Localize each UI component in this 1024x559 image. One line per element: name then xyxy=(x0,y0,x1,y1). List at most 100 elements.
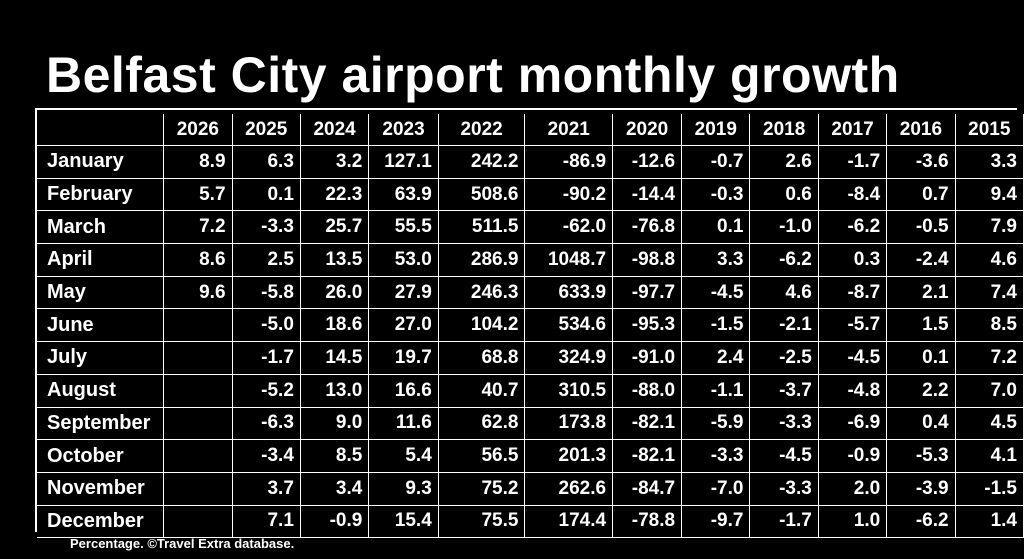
table-cell: -12.6 xyxy=(612,145,683,179)
table-cell: -86.9 xyxy=(524,145,614,179)
column-header-2023: 2023 xyxy=(368,114,439,146)
table-cell: 9.3 xyxy=(368,472,439,506)
table-cell: 3.2 xyxy=(300,145,370,179)
table-cell: -4.8 xyxy=(818,374,888,408)
table-cell: -90.2 xyxy=(524,178,614,212)
table-cell xyxy=(163,407,233,441)
column-header-2015: 2015 xyxy=(955,114,1024,146)
page-title: Belfast City airport monthly growth xyxy=(46,47,900,103)
table-cell: -0.9 xyxy=(818,439,888,473)
table-cell: -76.8 xyxy=(612,210,683,245)
table-cell: 1048.7 xyxy=(524,243,614,277)
table-cell: 27.0 xyxy=(368,308,439,343)
table-cell: 0.1 xyxy=(886,341,956,375)
column-header-2026: 2026 xyxy=(163,114,233,146)
table-cell: 1.0 xyxy=(818,505,888,539)
table-cell: 0.3 xyxy=(818,243,888,277)
table-cell: 19.7 xyxy=(368,341,439,375)
table-cell: 5.4 xyxy=(368,439,439,473)
table-cell: -3.3 xyxy=(232,210,301,245)
table-cell: 4.5 xyxy=(955,407,1024,441)
table-cell: -1.0 xyxy=(749,210,819,245)
table-cell: -1.5 xyxy=(681,308,751,343)
table-cell: -3.9 xyxy=(886,472,956,506)
column-header-2020: 2020 xyxy=(612,114,683,146)
table-row: April 8.6 2.5 13.5 53.0 286.9 1048.7 -98.8 3.3 -6… xyxy=(37,243,1024,277)
table-cell: 0.1 xyxy=(232,178,301,212)
table-cell: -8.7 xyxy=(818,276,888,310)
table-cell: 2.4 xyxy=(681,341,751,375)
table-cell: -82.1 xyxy=(612,439,683,473)
table-cell: 8.5 xyxy=(300,439,370,473)
table-row: March 7.2 -3.3 25.7 55.5 511.5 -62.0 -76.8 0.1 -1… xyxy=(37,210,1024,245)
table-cell: 68.8 xyxy=(438,341,526,375)
row-label: February xyxy=(37,178,165,212)
table-row: December 7.1 -0.9 15.4 75.5 174.4 -78.8 -9.7 -1.… xyxy=(37,505,1024,539)
table-cell: -9.7 xyxy=(681,505,751,539)
table-cell: 633.9 xyxy=(524,276,614,310)
table-body: January 8.9 6.3 3.2 127.1 242.2 -86.9 -12.6 -0.7… xyxy=(37,145,1024,539)
table-cell: 127.1 xyxy=(368,145,439,179)
table-cell: -6.9 xyxy=(818,407,888,441)
column-header-2021: 2021 xyxy=(524,114,614,146)
table-cell: -14.4 xyxy=(612,178,683,212)
table-cell: 3.4 xyxy=(300,472,370,506)
table-cell: 2.1 xyxy=(886,276,956,310)
row-label: January xyxy=(37,145,165,179)
table-cell: 16.6 xyxy=(368,374,439,408)
table-cell xyxy=(163,472,233,506)
table-row: February 5.7 0.1 22.3 63.9 508.6 -90.2 -14.4 -0.… xyxy=(37,178,1024,212)
table-cell xyxy=(163,341,233,375)
table-cell: -6.3 xyxy=(232,407,301,441)
table-cell: -6.2 xyxy=(886,505,956,539)
table-cell: -2.5 xyxy=(749,341,819,375)
table-cell: 0.4 xyxy=(886,407,956,441)
table-cell: 63.9 xyxy=(368,178,439,212)
table-cell: 18.6 xyxy=(300,308,370,343)
table-cell: 7.1 xyxy=(232,505,301,539)
table-cell: 75.5 xyxy=(438,505,526,539)
column-header-2022: 2022 xyxy=(438,114,526,146)
table-cell: 27.9 xyxy=(368,276,439,310)
table-cell: -5.2 xyxy=(232,374,301,408)
table-cell: -82.1 xyxy=(612,407,683,441)
table-cell: 2.0 xyxy=(818,472,888,506)
table-row: June -5.0 18.6 27.0 104.2 534.6 -95.3 -1.5 -2.1-… xyxy=(37,308,1024,343)
table-cell: 62.8 xyxy=(438,407,526,441)
table-cell: 14.5 xyxy=(300,341,370,375)
table-cell: 174.4 xyxy=(524,505,614,539)
table-cell: -3.7 xyxy=(749,374,819,408)
table-cell: -3.3 xyxy=(681,439,751,473)
row-label: December xyxy=(37,505,165,539)
table-cell: -2.1 xyxy=(749,308,819,343)
table-cell xyxy=(163,439,233,473)
table-cell: 3.3 xyxy=(681,243,751,277)
table-cell: -1.5 xyxy=(955,472,1024,506)
table-cell: -3.6 xyxy=(886,145,956,179)
table-cell: -4.5 xyxy=(818,341,888,375)
table-cell: 75.2 xyxy=(438,472,526,506)
table-cell: 0.1 xyxy=(681,210,751,245)
table-row: July -1.7 14.5 19.7 68.8 324.9 -91.0 2.4 -2.5 -4.… xyxy=(37,341,1024,375)
table-cell: 534.6 xyxy=(524,308,614,343)
table-cell: 7.4 xyxy=(955,276,1024,310)
table-cell xyxy=(163,308,233,343)
table-cell: -4.5 xyxy=(749,439,819,473)
table-cell: 3.3 xyxy=(955,145,1024,179)
column-header-2024: 2024 xyxy=(300,114,370,146)
table-cell xyxy=(163,374,233,408)
table-cell: -5.0 xyxy=(232,308,301,343)
table-cell: -5.8 xyxy=(232,276,301,310)
row-label: April xyxy=(37,243,165,277)
table-cell: 511.5 xyxy=(438,210,526,245)
table-cell: 246.3 xyxy=(438,276,526,310)
table-cell: 4.6 xyxy=(749,276,819,310)
table-cell: 22.3 xyxy=(300,178,370,212)
table-cell: -97.7 xyxy=(612,276,683,310)
table-cell: -62.0 xyxy=(524,210,614,245)
table-cell: -7.0 xyxy=(681,472,751,506)
table-cell: 25.7 xyxy=(300,210,370,245)
table-cell: 324.9 xyxy=(524,341,614,375)
table-cell: 201.3 xyxy=(524,439,614,473)
table-row: October -3.4 8.5 5.4 56.5 201.3 -82.1 -3.3 -4.5-… xyxy=(37,439,1024,473)
